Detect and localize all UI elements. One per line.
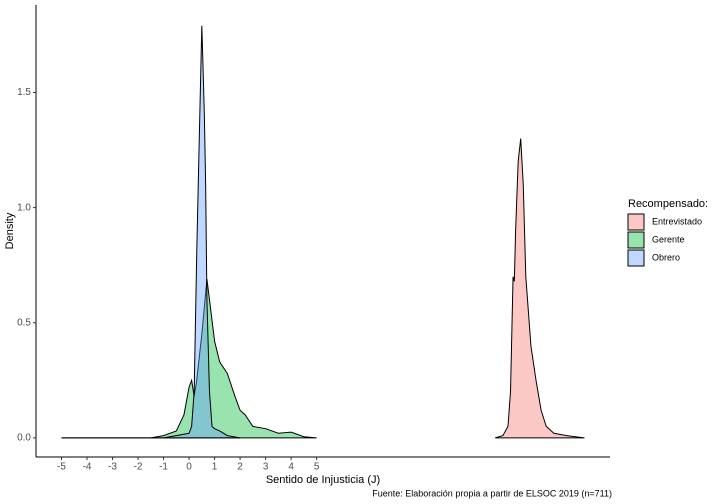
density-area bbox=[61, 278, 317, 439]
legend-title: Recompensado: bbox=[628, 198, 708, 210]
x-tick-label: -4 bbox=[83, 462, 92, 473]
x-tick-label: 1 bbox=[212, 462, 218, 473]
caption: Fuente: Elaboración propia a partir de E… bbox=[372, 488, 612, 498]
x-axis-label: Sentido de Injusticia (J) bbox=[266, 474, 380, 486]
density-area bbox=[61, 25, 241, 439]
x-tick-label: -5 bbox=[57, 462, 66, 473]
legend-key bbox=[627, 249, 645, 267]
legend-key bbox=[627, 231, 645, 249]
x-tick-label: 0 bbox=[186, 462, 192, 473]
density-area bbox=[495, 138, 585, 439]
y-tick-label: 0.5 bbox=[17, 317, 31, 328]
y-tick-label: 1.0 bbox=[17, 202, 31, 213]
legend-label: Entrevistado bbox=[652, 216, 702, 226]
x-tick-label: 2 bbox=[237, 462, 243, 473]
x-tick-label: 3 bbox=[263, 462, 269, 473]
x-tick-label: -3 bbox=[108, 462, 117, 473]
x-tick-label: 5 bbox=[314, 462, 320, 473]
y-tick-label: 0.0 bbox=[17, 433, 31, 444]
y-tick-label: 1.5 bbox=[17, 87, 31, 98]
legend-label: Obrero bbox=[652, 252, 680, 262]
legend-label: Gerente bbox=[652, 234, 685, 244]
x-tick-label: -1 bbox=[159, 462, 168, 473]
y-axis-label: Density bbox=[4, 212, 16, 249]
x-tick-label: -2 bbox=[134, 462, 143, 473]
legend-key bbox=[627, 213, 645, 231]
x-tick-label: 4 bbox=[288, 462, 294, 473]
